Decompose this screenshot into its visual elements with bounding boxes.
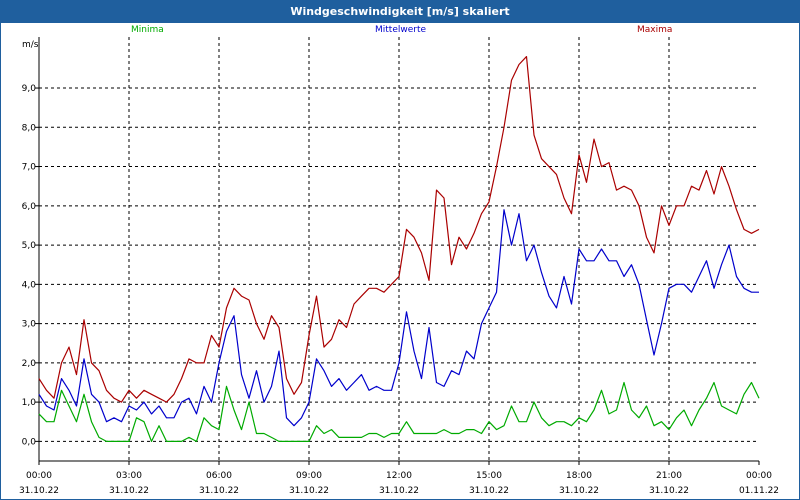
x-tick-date: 31.10.22 xyxy=(469,486,509,496)
y-tick-label: 5,0 xyxy=(22,241,37,251)
chart-title: Windgeschwindigkeit [m/s] skaliert xyxy=(1,1,799,23)
y-tick-label: 6,0 xyxy=(22,202,37,212)
x-tick-date: 31.10.22 xyxy=(109,486,149,496)
y-tick-label: 1,0 xyxy=(22,398,37,408)
x-tick-date: 31.10.22 xyxy=(379,486,419,496)
x-tick-date: 31.10.22 xyxy=(559,486,599,496)
x-tick-date: 31.10.22 xyxy=(289,486,329,496)
x-tick-time: 09:00 xyxy=(296,471,322,481)
x-tick-date: 01.11.22 xyxy=(739,486,779,496)
x-tick-time: 15:00 xyxy=(476,471,502,481)
x-tick-date: 31.10.22 xyxy=(199,486,239,496)
series-line-minima xyxy=(38,381,760,442)
x-tick-date: 31.10.22 xyxy=(649,486,689,496)
x-tick-time: 00:00 xyxy=(746,471,772,481)
series-line-mittelwerte xyxy=(38,209,759,427)
y-tick-label: 7,0 xyxy=(22,163,37,173)
legend-maxima: Maxima xyxy=(637,25,673,35)
x-tick-time: 21:00 xyxy=(656,471,682,481)
legend-minima: Minima xyxy=(131,25,164,35)
x-tick-time: 06:00 xyxy=(206,471,232,481)
y-tick-label: 3,0 xyxy=(22,320,37,330)
y-tick-label: 8,0 xyxy=(22,123,37,133)
x-tick-time: 12:00 xyxy=(386,471,412,481)
series-line-maxima xyxy=(38,55,760,403)
x-tick-time: 00:00 xyxy=(26,471,52,481)
y-axis-label: m/s xyxy=(22,40,39,50)
y-tick-label: 2,0 xyxy=(22,359,37,369)
y-tick-label: 9,0 xyxy=(22,84,37,94)
legend-mittelwerte: Mittelwerte xyxy=(375,25,427,35)
y-tick-label: 4,0 xyxy=(22,280,37,290)
x-tick-date: 31.10.22 xyxy=(19,486,59,496)
y-tick-label: 0,0 xyxy=(22,437,37,447)
x-tick-time: 18:00 xyxy=(566,471,592,481)
x-tick-time: 03:00 xyxy=(116,471,142,481)
